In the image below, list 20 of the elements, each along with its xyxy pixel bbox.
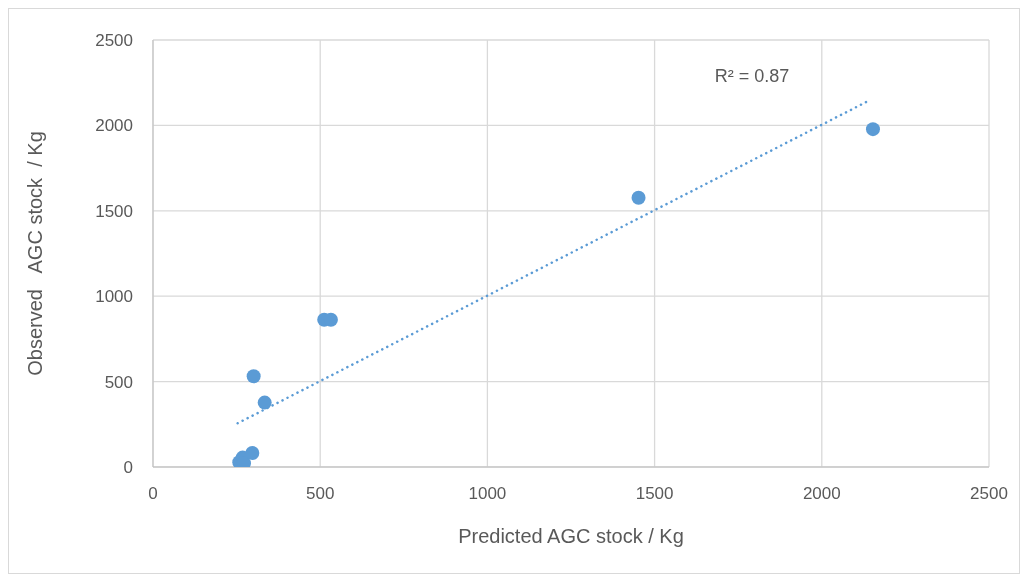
x-tick-label: 2500 [970, 484, 1008, 504]
x-tick-label: 1500 [635, 484, 674, 504]
point [631, 190, 646, 205]
x-tick-label: 1000 [468, 484, 507, 504]
point [246, 369, 261, 384]
y-axis-title: Observed AGC stock / Kg [24, 131, 46, 376]
y-tick-label: 1500 [95, 201, 133, 221]
y-tick-label: 0 [123, 458, 133, 478]
point [245, 445, 260, 460]
point [865, 122, 880, 137]
x-tick-label: 2000 [802, 484, 841, 504]
x-tick-label: 0 [148, 484, 158, 504]
x-tick-label: 500 [306, 484, 335, 504]
y-tick-label: 1000 [95, 287, 133, 307]
y-tick-label: 2500 [95, 31, 133, 51]
y-tick-label: 2000 [95, 116, 133, 136]
y-tick-label: 500 [104, 372, 133, 392]
annotation: R² = 0.87 [714, 65, 790, 87]
x-axis-title: Predicted AGC stock / Kg [458, 525, 684, 547]
point [257, 395, 272, 410]
